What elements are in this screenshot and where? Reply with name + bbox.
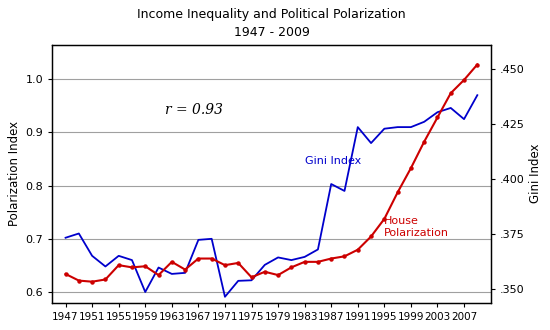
Text: Gini Index: Gini Index	[305, 156, 361, 166]
Y-axis label: Polarization Index: Polarization Index	[8, 121, 21, 226]
Text: House
Polarization: House Polarization	[384, 216, 449, 238]
Title: Income Inequality and Political Polarization
1947 - 2009: Income Inequality and Political Polariza…	[137, 8, 406, 39]
Y-axis label: Gini Index: Gini Index	[529, 144, 542, 203]
Text: r = 0.93: r = 0.93	[165, 103, 223, 117]
